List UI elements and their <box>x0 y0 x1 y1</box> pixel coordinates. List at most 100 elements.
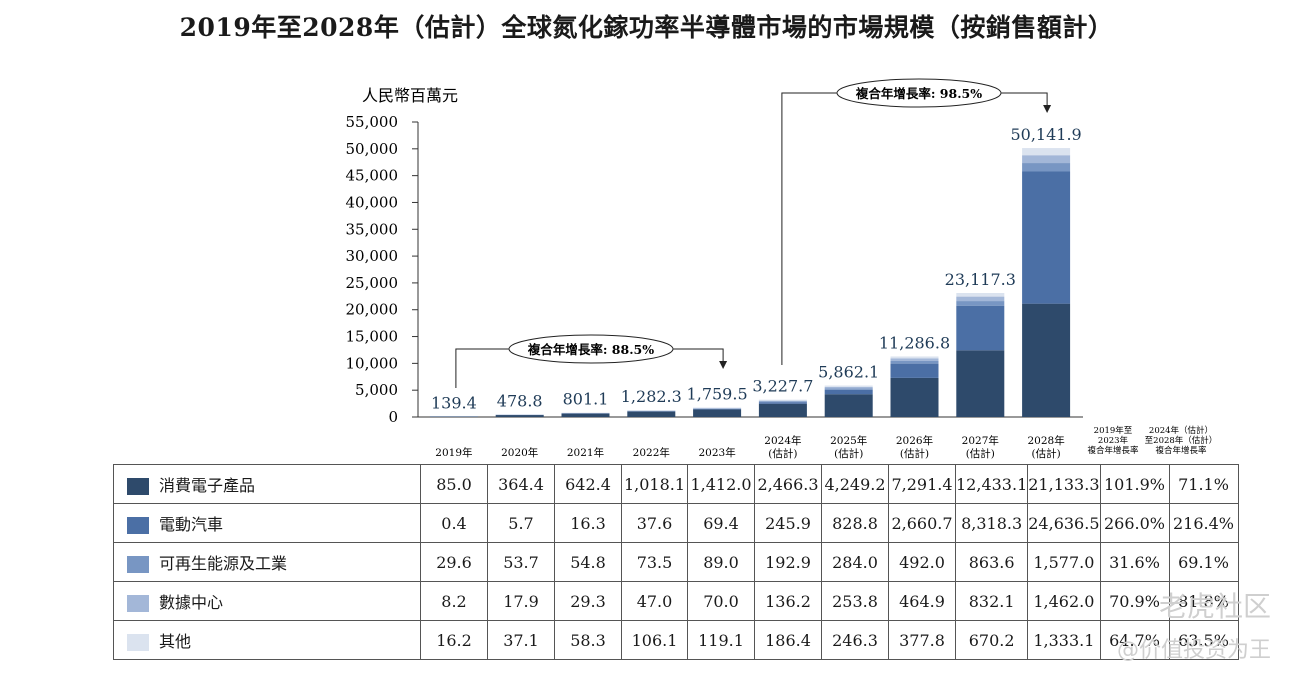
bar-segment <box>890 358 939 361</box>
value-cell: 17.9 <box>487 581 555 621</box>
table-row: 電動汽車 0.4 5.7 16.3 37.6 69.4 245.9 828.8 2,660.7 8… <box>113 503 1239 543</box>
y-tick-label: 20,000 <box>346 301 399 319</box>
watermark-author: @价值投资为王 <box>1116 638 1271 663</box>
value-cell: 377.8 <box>888 620 956 660</box>
cagr-column-header: 複合年增長率 <box>1087 445 1139 456</box>
value-cell: 37.1 <box>487 620 555 660</box>
bar-segment <box>693 409 742 417</box>
value-cell: 828.8 <box>821 503 889 543</box>
total-label: 1,759.5 <box>687 385 748 404</box>
total-label: 478.8 <box>497 391 543 410</box>
cagr-cell: 64.7% <box>1099 620 1170 660</box>
bar-segment <box>956 293 1005 297</box>
bar-segment <box>956 305 1005 351</box>
bar-segment <box>824 386 873 389</box>
value-cell: 5.7 <box>487 503 555 543</box>
cagr-bracket-line <box>781 92 1048 365</box>
cagr-label: 複合年增長率: 88.5% <box>527 342 654 357</box>
bar-segment <box>693 407 742 409</box>
value-cell: 192.9 <box>754 542 822 582</box>
bar-segment <box>758 399 807 401</box>
arrow-down-icon <box>1043 105 1052 113</box>
total-label: 11,286.8 <box>879 333 950 352</box>
x-tick-label: 2025年 <box>830 434 867 447</box>
table-row: 其他 16.2 37.1 58.3 106.1 119.1 186.4 246.3 377.8 6… <box>113 620 1239 660</box>
y-tick-label: 10,000 <box>346 354 399 372</box>
value-cell: 284.0 <box>821 542 889 582</box>
x-tick-label: 2028年 <box>1027 434 1064 447</box>
data-table: 消費電子產品 85.0 364.4 642.4 1,018.1 1,412.0 2,466.… <box>113 464 1239 660</box>
series-name: 電動汽車 <box>159 515 224 534</box>
cagr-cell: 63.5% <box>1168 620 1239 660</box>
value-cell: 58.3 <box>554 620 622 660</box>
y-tick-label: 35,000 <box>346 220 399 238</box>
bar-segment <box>890 377 939 417</box>
bar-segment <box>890 360 939 364</box>
x-tick-label: 2022年 <box>633 446 670 459</box>
series-legend-cell: 可再生能源及工業 <box>113 542 421 582</box>
bar-segment <box>824 389 873 395</box>
value-cell: 2,466.3 <box>754 464 822 504</box>
y-tick-label: 15,000 <box>346 328 399 346</box>
value-cell: 119.1 <box>687 620 755 660</box>
bar-segment <box>1022 163 1071 172</box>
total-label: 801.1 <box>563 390 609 409</box>
total-label: 5,862.1 <box>818 363 879 382</box>
bar-segment <box>1022 303 1071 417</box>
total-label: 23,117.3 <box>945 270 1016 289</box>
cagr-cell: 266.0% <box>1099 503 1170 543</box>
bar-segment <box>824 394 873 417</box>
total-label: 1,282.3 <box>621 387 682 406</box>
bar-segment <box>758 401 807 403</box>
value-cell: 73.5 <box>621 542 688 582</box>
value-cell: 186.4 <box>754 620 822 660</box>
value-cell: 29.3 <box>554 581 622 621</box>
value-cell: 8.2 <box>420 581 488 621</box>
legend-swatch <box>127 517 149 534</box>
series-legend-cell: 數據中心 <box>113 581 421 621</box>
x-tick-label: (估計) <box>834 447 863 460</box>
series-name: 可再生能源及工業 <box>159 554 288 573</box>
value-cell: 7,291.4 <box>888 464 956 504</box>
value-cell: 37.6 <box>621 503 688 543</box>
value-cell: 53.7 <box>487 542 555 582</box>
bar-segment <box>758 400 807 402</box>
value-cell: 364.4 <box>487 464 555 504</box>
bar-segment <box>1022 148 1071 156</box>
value-cell: 106.1 <box>621 620 688 660</box>
bar-segment <box>890 363 939 378</box>
value-cell: 246.3 <box>821 620 889 660</box>
y-axis-label: 人民幣百萬元 <box>362 86 458 105</box>
value-cell: 464.9 <box>888 581 956 621</box>
value-cell: 70.0 <box>687 581 755 621</box>
value-cell: 8,318.3 <box>954 503 1029 543</box>
value-cell: 2,660.7 <box>888 503 956 543</box>
value-cell: 1,018.1 <box>621 464 688 504</box>
series-legend-cell: 電動汽車 <box>113 503 421 543</box>
bar-segment <box>758 403 807 417</box>
arrow-down-icon <box>719 361 728 369</box>
value-cell: 245.9 <box>754 503 822 543</box>
y-tick-label: 0 <box>388 408 398 426</box>
value-cell: 16.3 <box>554 503 622 543</box>
bar-segment <box>824 385 873 387</box>
y-tick-label: 50,000 <box>346 140 399 158</box>
value-cell: 89.0 <box>687 542 755 582</box>
legend-swatch <box>127 634 149 651</box>
value-cell: 16.2 <box>420 620 488 660</box>
x-tick-label: (估計) <box>900 447 929 460</box>
value-cell: 1,462.0 <box>1027 581 1101 621</box>
x-tick-label: 2027年 <box>962 434 999 447</box>
watermark-logo: 老虎社区 <box>1158 590 1271 623</box>
series-legend-cell: 其他 <box>113 620 421 660</box>
cagr-column-header: 2024年（估計） <box>1149 425 1213 436</box>
value-cell: 29.6 <box>420 542 488 582</box>
y-tick-label: 45,000 <box>346 167 399 185</box>
value-cell: 670.2 <box>954 620 1029 660</box>
series-name: 消費電子產品 <box>159 476 256 495</box>
table-row: 數據中心 8.2 17.9 29.3 47.0 70.0 136.2 253.8 464.9 83… <box>113 581 1239 621</box>
bar-segment <box>956 296 1005 302</box>
table-row: 可再生能源及工業 29.6 53.7 54.8 73.5 89.0 192.9 284.0 49… <box>113 542 1239 582</box>
value-cell: 85.0 <box>420 464 488 504</box>
value-cell: 863.6 <box>954 542 1029 582</box>
